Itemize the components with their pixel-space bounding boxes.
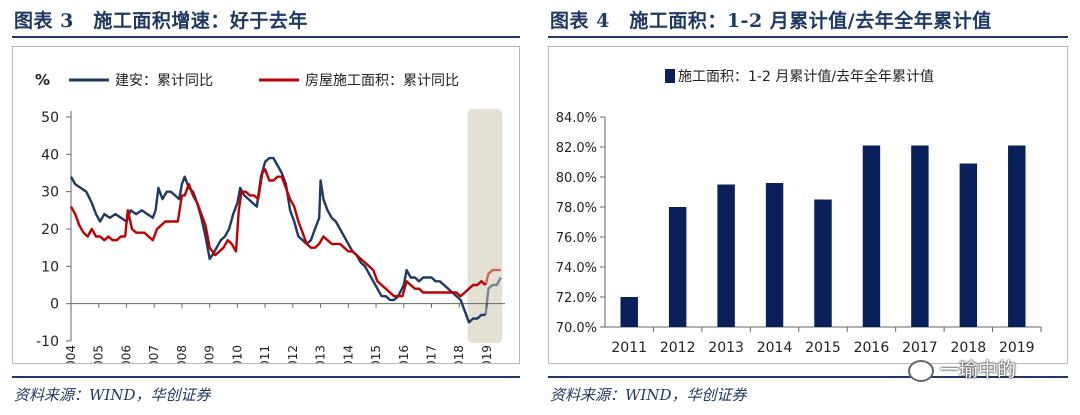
series-line bbox=[69, 156, 486, 324]
x-tick-label: 2010 bbox=[230, 345, 244, 363]
y-tick-label: -10 bbox=[36, 334, 59, 350]
x-tick-label: 2017 bbox=[425, 345, 439, 363]
x-tick-label: 2018 bbox=[452, 345, 466, 363]
bar-chart: 施工面积：1-2 月累计值/去年全年累计值 70.0% 72.0% 74.0% 76.0… bbox=[556, 68, 1042, 356]
figure-3-chart-box: % 建安：累计同比 房屋施工面积：累计同比 -10 0 10 20 30 40 50 2004 200… bbox=[12, 46, 520, 376]
y-tick-label: 82.0% bbox=[556, 141, 597, 156]
y-tick-label: 50 bbox=[41, 110, 59, 126]
y-unit-label: % bbox=[35, 71, 50, 89]
y-tick-label: 10 bbox=[41, 259, 59, 275]
y-tick-label: 20 bbox=[41, 222, 59, 238]
figure-4-top-rule bbox=[548, 36, 1068, 38]
y-tick-label: 78.0% bbox=[556, 201, 597, 216]
bar bbox=[862, 145, 881, 327]
x-tick-label: 2016 bbox=[854, 340, 890, 356]
y-tick-label: 70.0% bbox=[556, 321, 597, 336]
y-tick-label: 74.0% bbox=[556, 261, 597, 276]
legend-swatch bbox=[665, 69, 675, 83]
bar bbox=[1008, 145, 1026, 327]
x-tick-label: 2015 bbox=[369, 345, 383, 363]
x-tick-label: 2011 bbox=[258, 345, 272, 363]
series-line-latest bbox=[484, 268, 501, 286]
figure-3-panel: 图表 3 施工面积增速：好于去年 % 建安：累计同比 房屋施工面积：累计同比 -10 0… bbox=[12, 0, 520, 415]
bar bbox=[668, 207, 687, 327]
highlight-region bbox=[467, 109, 503, 343]
x-tick-label: 2006 bbox=[119, 345, 133, 363]
legend-label: 施工面积：1-2 月累计值/去年全年累计值 bbox=[678, 68, 934, 85]
figure-4-bottom-rule bbox=[548, 376, 1068, 378]
x-tick-label: 2012 bbox=[286, 345, 300, 363]
x-tick-label: 2004 bbox=[64, 345, 78, 363]
x-tick-label: 2005 bbox=[92, 345, 106, 363]
bar bbox=[959, 163, 978, 327]
legend-label: 建安：累计同比 bbox=[115, 73, 213, 89]
figure-4-chart-box: 施工面积：1-2 月累计值/去年全年累计值 70.0% 72.0% 74.0% 76.0… bbox=[548, 46, 1068, 364]
x-tick-label: 2019 bbox=[480, 345, 494, 363]
figure-3-bottom-rule bbox=[12, 376, 520, 378]
series-line-latest bbox=[484, 276, 502, 316]
series-line bbox=[69, 168, 487, 298]
bar bbox=[765, 183, 784, 327]
watermark: 一瑜中的 bbox=[908, 355, 1058, 383]
y-tick-label: 40 bbox=[41, 147, 59, 163]
y-tick-label: 80.0% bbox=[556, 171, 597, 186]
bar bbox=[911, 145, 929, 327]
x-tick-label: 2018 bbox=[951, 340, 987, 356]
figure-3-title: 图表 3 施工面积增速：好于去年 bbox=[14, 10, 308, 32]
legend-label: 房屋施工面积：累计同比 bbox=[305, 73, 459, 89]
y-tick-label: 30 bbox=[41, 185, 59, 201]
x-tick-label: 2017 bbox=[902, 340, 938, 356]
y-tick-label: 76.0% bbox=[556, 231, 597, 246]
line-chart: % 建安：累计同比 房屋施工面积：累计同比 -10 0 10 20 30 40 50 2004 200… bbox=[35, 71, 505, 376]
wechat-icon bbox=[908, 359, 934, 382]
figure-4-title: 图表 4 施工面积：1-2 月累计值/去年全年累计值 bbox=[550, 10, 992, 32]
watermark-text: 一瑜中的 bbox=[940, 359, 1017, 381]
x-tick-label: 2007 bbox=[147, 345, 161, 363]
bar bbox=[814, 199, 832, 327]
x-tick-label: 2014 bbox=[341, 345, 355, 363]
figure-3-source: 资料来源：WIND，华创证券 bbox=[14, 386, 211, 404]
figure-4-source: 资料来源：WIND，华创证券 bbox=[550, 386, 747, 404]
x-tick-label: 2013 bbox=[708, 340, 744, 356]
figure-3-top-rule bbox=[12, 36, 520, 38]
x-tick-label: 2011 bbox=[611, 340, 647, 356]
bar bbox=[717, 184, 735, 327]
x-tick-label: 2009 bbox=[203, 345, 217, 363]
x-tick-label: 2016 bbox=[397, 345, 411, 363]
bar bbox=[620, 297, 638, 327]
y-tick-label: 72.0% bbox=[556, 291, 597, 306]
x-tick-label: 2015 bbox=[805, 340, 841, 356]
y-tick-label: 84.0% bbox=[556, 111, 597, 126]
y-tick-label: 0 bbox=[50, 297, 59, 313]
figure-4-panel: 图表 4 施工面积：1-2 月累计值/去年全年累计值 施工面积：1-2 月累计值… bbox=[548, 0, 1068, 415]
x-tick-label: 2019 bbox=[999, 340, 1035, 356]
x-tick-label: 2013 bbox=[314, 345, 328, 363]
x-tick-label: 2014 bbox=[757, 340, 793, 356]
x-tick-label: 2008 bbox=[175, 345, 189, 363]
x-tick-label: 2012 bbox=[660, 340, 696, 356]
